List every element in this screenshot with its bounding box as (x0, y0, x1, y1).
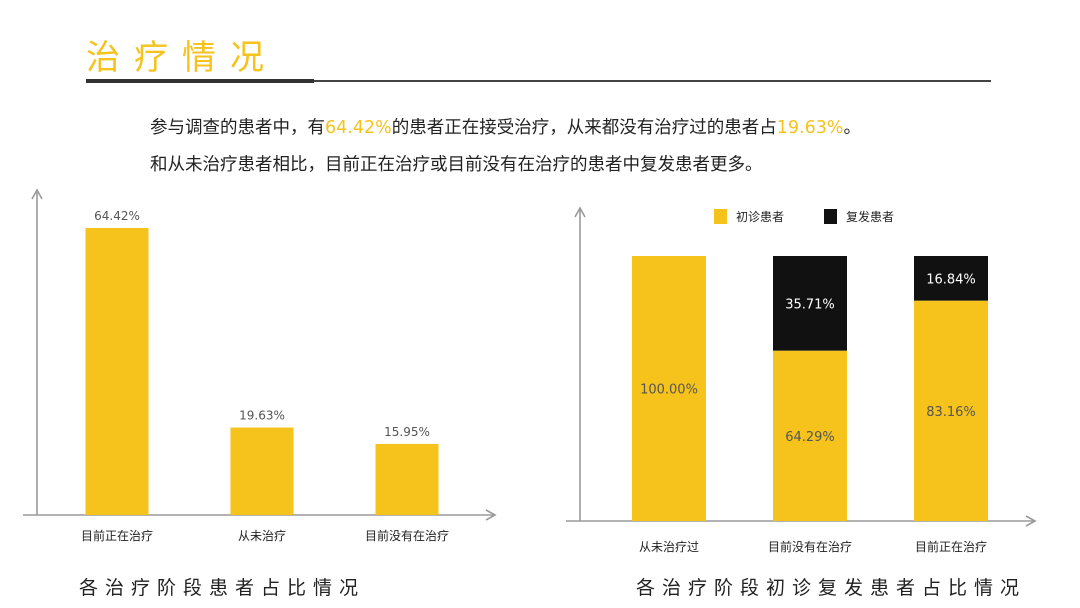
legend-swatch (714, 209, 727, 224)
page-title: 治疗情况 (86, 38, 278, 78)
chart1-y-arrow (31, 188, 43, 200)
segment-value-label: 83.16% (926, 405, 976, 420)
bar-value-label: 64.42% (94, 209, 140, 223)
x-tick-label: 目前正在治疗 (915, 539, 987, 554)
bar-value-label: 19.63% (239, 409, 285, 423)
bar-1 (85, 228, 149, 515)
chart1-x-arrow (485, 509, 497, 521)
chart-stage-share: 64.42% 目前正在治疗 19.63% 从未治疗 15.95% 目前没有在治疗 (23, 188, 497, 543)
segment-value-label: 35.71% (785, 297, 835, 312)
chart2-caption: 各治疗阶段初诊复发患者占比情况 (636, 577, 1027, 599)
x-tick-label: 从未治疗过 (639, 540, 699, 554)
bar-segment-new (632, 256, 706, 521)
x-tick-label: 目前没有在治疗 (768, 539, 852, 554)
summary-text: 参与调查的患者中，有 (150, 118, 325, 138)
summary-line-1: 参与调查的患者中，有64.42%的患者正在接受治疗，从来都没有治疗过的患者占19… (150, 114, 1010, 139)
legend-label: 初诊患者 (736, 210, 784, 224)
summary-highlight: 64.42% (325, 118, 392, 138)
title-underline (86, 79, 314, 83)
summary-highlight: 19.63% (776, 118, 844, 138)
bar-segment-new (773, 350, 847, 521)
segment-value-label: 64.29% (785, 430, 835, 445)
bar-3 (375, 443, 439, 515)
segment-value-label: 16.84% (926, 272, 976, 287)
legend-swatch (824, 209, 837, 224)
title-divider (86, 80, 991, 82)
segment-value-label: 100.00% (640, 383, 698, 398)
bar-segment-relapse (773, 256, 847, 351)
chart2-y-arrow (574, 206, 586, 218)
bar-segment-new (914, 300, 988, 521)
legend-label: 复发患者 (846, 209, 894, 224)
bar-segment-relapse (914, 256, 988, 301)
x-tick-label: 目前没有在治疗 (365, 528, 449, 543)
x-tick-label: 从未治疗 (238, 529, 286, 543)
summary-text: 的患者正在接受治疗，从来都没有治疗过的患者占 (391, 118, 777, 138)
chart1-caption: 各治疗阶段患者占比情况 (79, 577, 366, 599)
bar-2 (230, 427, 294, 515)
x-tick-label: 目前正在治疗 (81, 528, 153, 543)
summary-line-2: 和从未治疗患者相比，目前正在治疗或目前没有在治疗的患者中复发患者更多。 (150, 155, 763, 175)
bar-value-label: 15.95% (384, 425, 430, 439)
summary-text: 。 (843, 118, 861, 138)
chart2-x-arrow (1025, 515, 1037, 527)
